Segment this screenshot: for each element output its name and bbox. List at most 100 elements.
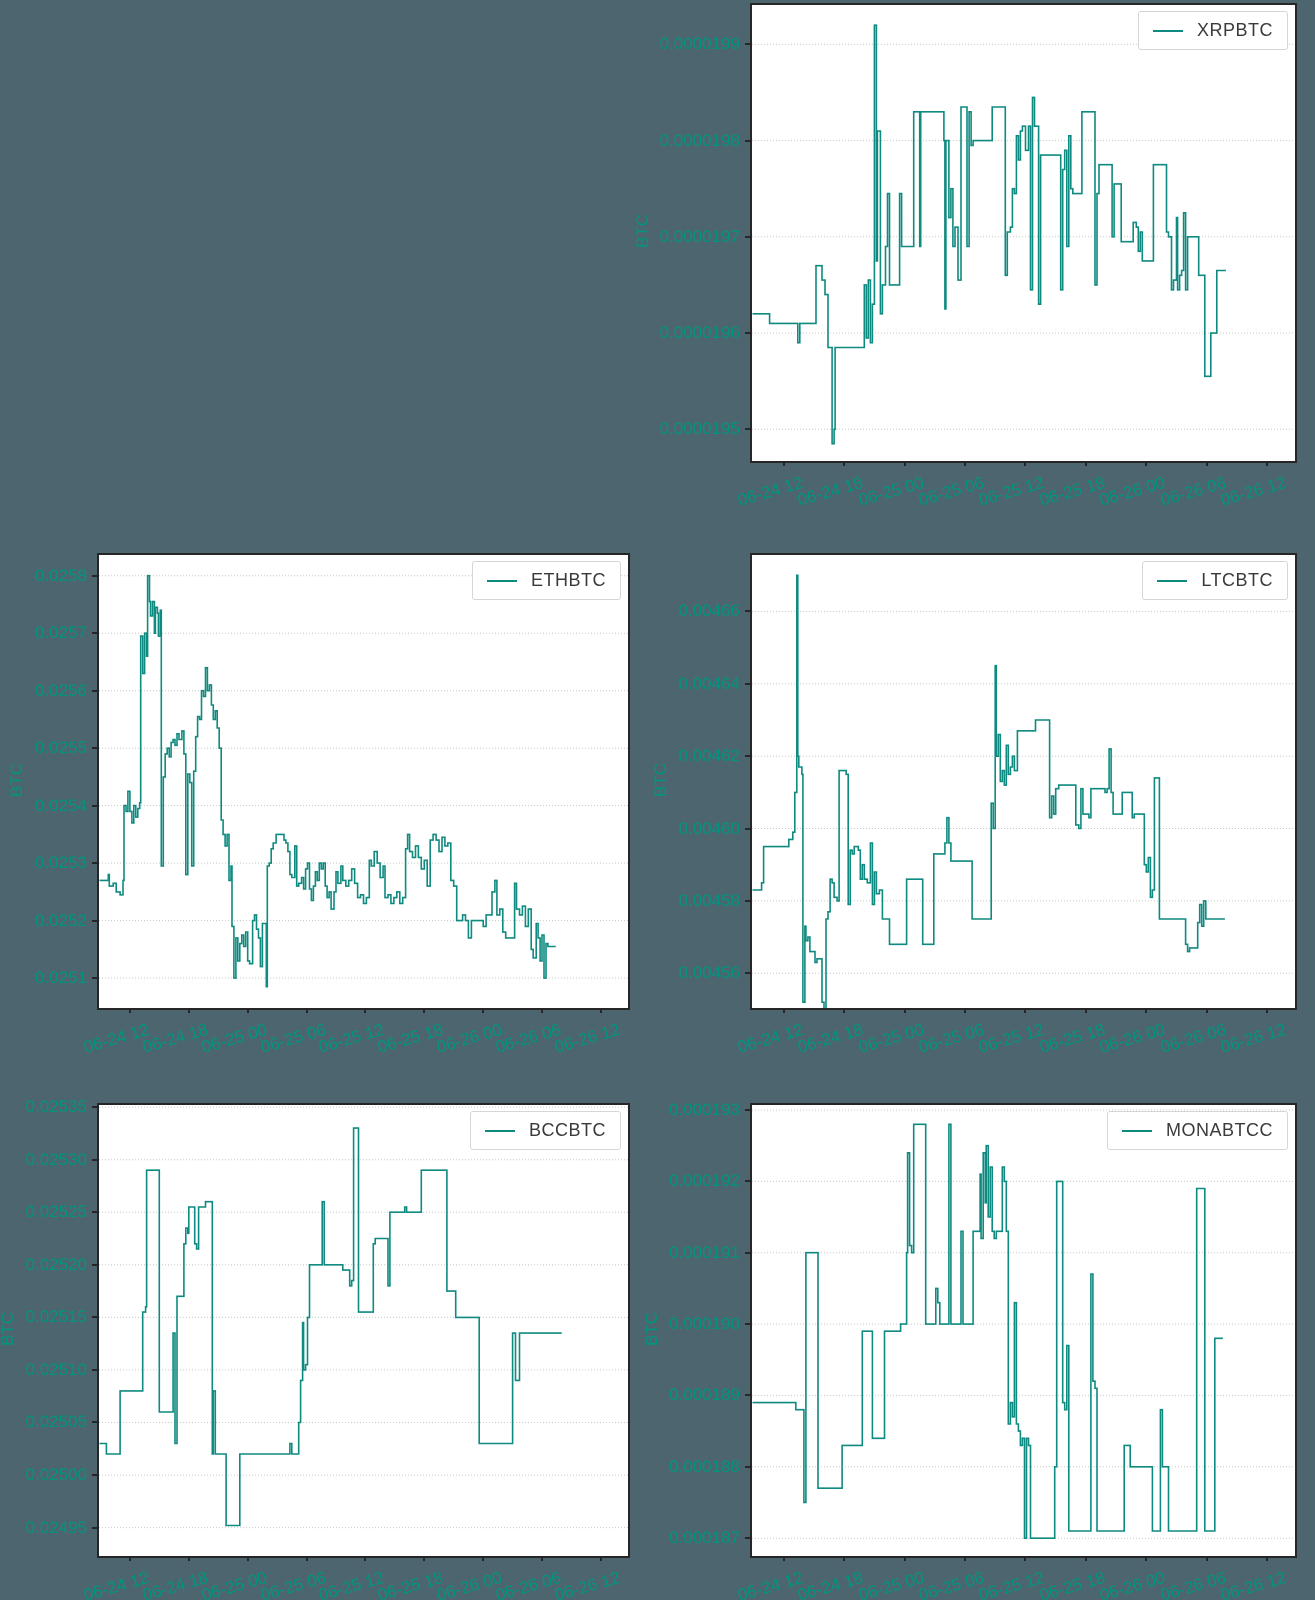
y-tick-mark (92, 1368, 97, 1371)
legend-line-sample (1157, 579, 1188, 582)
y-tick-mark (92, 1474, 97, 1477)
legend: ETHBTC (472, 561, 621, 600)
y-tick-mark (92, 632, 97, 635)
y-tick-mark (92, 804, 97, 807)
x-tick-mark (128, 1008, 131, 1013)
legend-line-sample (1152, 29, 1183, 32)
y-tick-label: 0.02515 (25, 1307, 87, 1327)
x-tick-mark (1084, 1556, 1087, 1561)
x-tick-mark (1024, 1008, 1027, 1013)
x-tick-mark (903, 1556, 906, 1561)
x-tick-mark (187, 1008, 190, 1013)
plot-canvas (99, 574, 628, 988)
y-tick-mark (745, 1323, 750, 1326)
y-tick-label: 0.0000198 (659, 130, 740, 150)
y-tick-label: 0.0256 (35, 680, 87, 700)
series-line-monabtcc (752, 1123, 1223, 1539)
y-tick-label: 0.00464 (678, 673, 740, 693)
x-tick-mark (599, 1008, 602, 1013)
y-tick-label: 0.000192 (669, 1171, 740, 1191)
x-tick-mark (1205, 1556, 1208, 1561)
y-tick-mark (745, 1180, 750, 1183)
y-tick-label: 0.00458 (678, 890, 740, 910)
x-tick-mark (1024, 461, 1027, 466)
y-axis-title: BTC (642, 1311, 661, 1346)
legend-line-sample (487, 579, 517, 582)
y-tick-label: 0.0257 (35, 623, 87, 643)
y-tick-mark (745, 1251, 750, 1254)
x-tick-mark (305, 1556, 308, 1561)
x-tick-mark (1084, 461, 1087, 466)
chart-xrpbtc-plot-area: XRPBTC (750, 3, 1297, 463)
legend-label: ETHBTC (531, 570, 606, 590)
legend-line-sample (1122, 1129, 1152, 1132)
x-tick-mark (903, 461, 906, 466)
x-tick-mark (964, 461, 967, 466)
x-tick-mark (541, 1008, 544, 1013)
x-tick-mark (305, 1008, 308, 1013)
y-axis-title: BTC (7, 762, 26, 797)
y-tick-mark (745, 235, 750, 238)
y-tick-label: 0.00456 (678, 963, 740, 983)
x-tick-mark (843, 1556, 846, 1561)
y-tick-mark (92, 977, 97, 980)
y-tick-label: 0.02505 (25, 1412, 87, 1432)
legend: MONABTCC (1107, 1111, 1288, 1150)
y-tick-mark (745, 332, 750, 335)
y-tick-label: 0.00460 (678, 818, 740, 838)
y-tick-mark (92, 1316, 97, 1319)
series-line-ethbtc (99, 574, 556, 988)
y-tick-label: 0.02535 (25, 1097, 87, 1117)
y-tick-label: 0.02520 (25, 1254, 87, 1274)
x-tick-mark (1205, 461, 1208, 466)
chart-monabtcc-plot-area: MONABTCC (750, 1103, 1297, 1558)
x-tick-mark (1145, 1008, 1148, 1013)
x-tick-mark (364, 1008, 367, 1013)
y-tick-mark (92, 1263, 97, 1266)
y-tick-label: 0.000187 (669, 1528, 740, 1548)
series-line-xrpbtc (752, 24, 1226, 445)
y-tick-label: 0.00466 (678, 601, 740, 621)
legend-label: MONABTCC (1166, 1120, 1273, 1140)
y-tick-label: 0.02510 (25, 1359, 87, 1379)
y-tick-mark (745, 1108, 750, 1111)
y-tick-label: 0.02530 (25, 1149, 87, 1169)
y-tick-mark (745, 1537, 750, 1540)
y-tick-mark (745, 139, 750, 142)
x-tick-mark (423, 1008, 426, 1013)
y-tick-label: 0.0000195 (659, 419, 740, 439)
y-tick-label: 0.0254 (35, 795, 87, 815)
y-tick-label: 0.0251 (35, 968, 87, 988)
y-tick-label: 0.0000196 (659, 323, 740, 343)
y-tick-mark (92, 1106, 97, 1109)
y-tick-label: 0.02525 (25, 1202, 87, 1222)
plot-canvas (99, 1106, 628, 1529)
legend-label: XRPBTC (1196, 20, 1273, 40)
x-tick-mark (364, 1556, 367, 1561)
y-tick-mark (92, 919, 97, 922)
y-tick-label: 0.000189 (669, 1385, 740, 1405)
y-tick-label: 0.0000199 (659, 34, 740, 54)
x-tick-mark (187, 1556, 190, 1561)
legend: BCCBTC (469, 1111, 621, 1150)
y-axis-title: BTC (633, 214, 652, 248)
y-tick-label: 0.000193 (669, 1099, 740, 1119)
x-tick-mark (1145, 1556, 1148, 1561)
y-tick-mark (92, 689, 97, 692)
y-tick-mark (745, 682, 750, 685)
x-tick-mark (246, 1556, 249, 1561)
x-tick-mark (1024, 1556, 1027, 1561)
y-tick-mark (92, 862, 97, 865)
x-tick-mark (843, 461, 846, 466)
y-tick-label: 0.00462 (678, 746, 740, 766)
y-axis-title: BTC (651, 762, 670, 797)
chart-ethbtc-plot-area: ETHBTC (97, 553, 630, 1010)
y-tick-label: 0.0255 (35, 738, 87, 758)
legend: XRPBTC (1137, 11, 1288, 50)
x-tick-mark (482, 1008, 485, 1013)
y-tick-mark (745, 1465, 750, 1468)
x-tick-mark (782, 461, 785, 466)
y-tick-mark (92, 1211, 97, 1214)
legend-line-sample (484, 1129, 515, 1132)
